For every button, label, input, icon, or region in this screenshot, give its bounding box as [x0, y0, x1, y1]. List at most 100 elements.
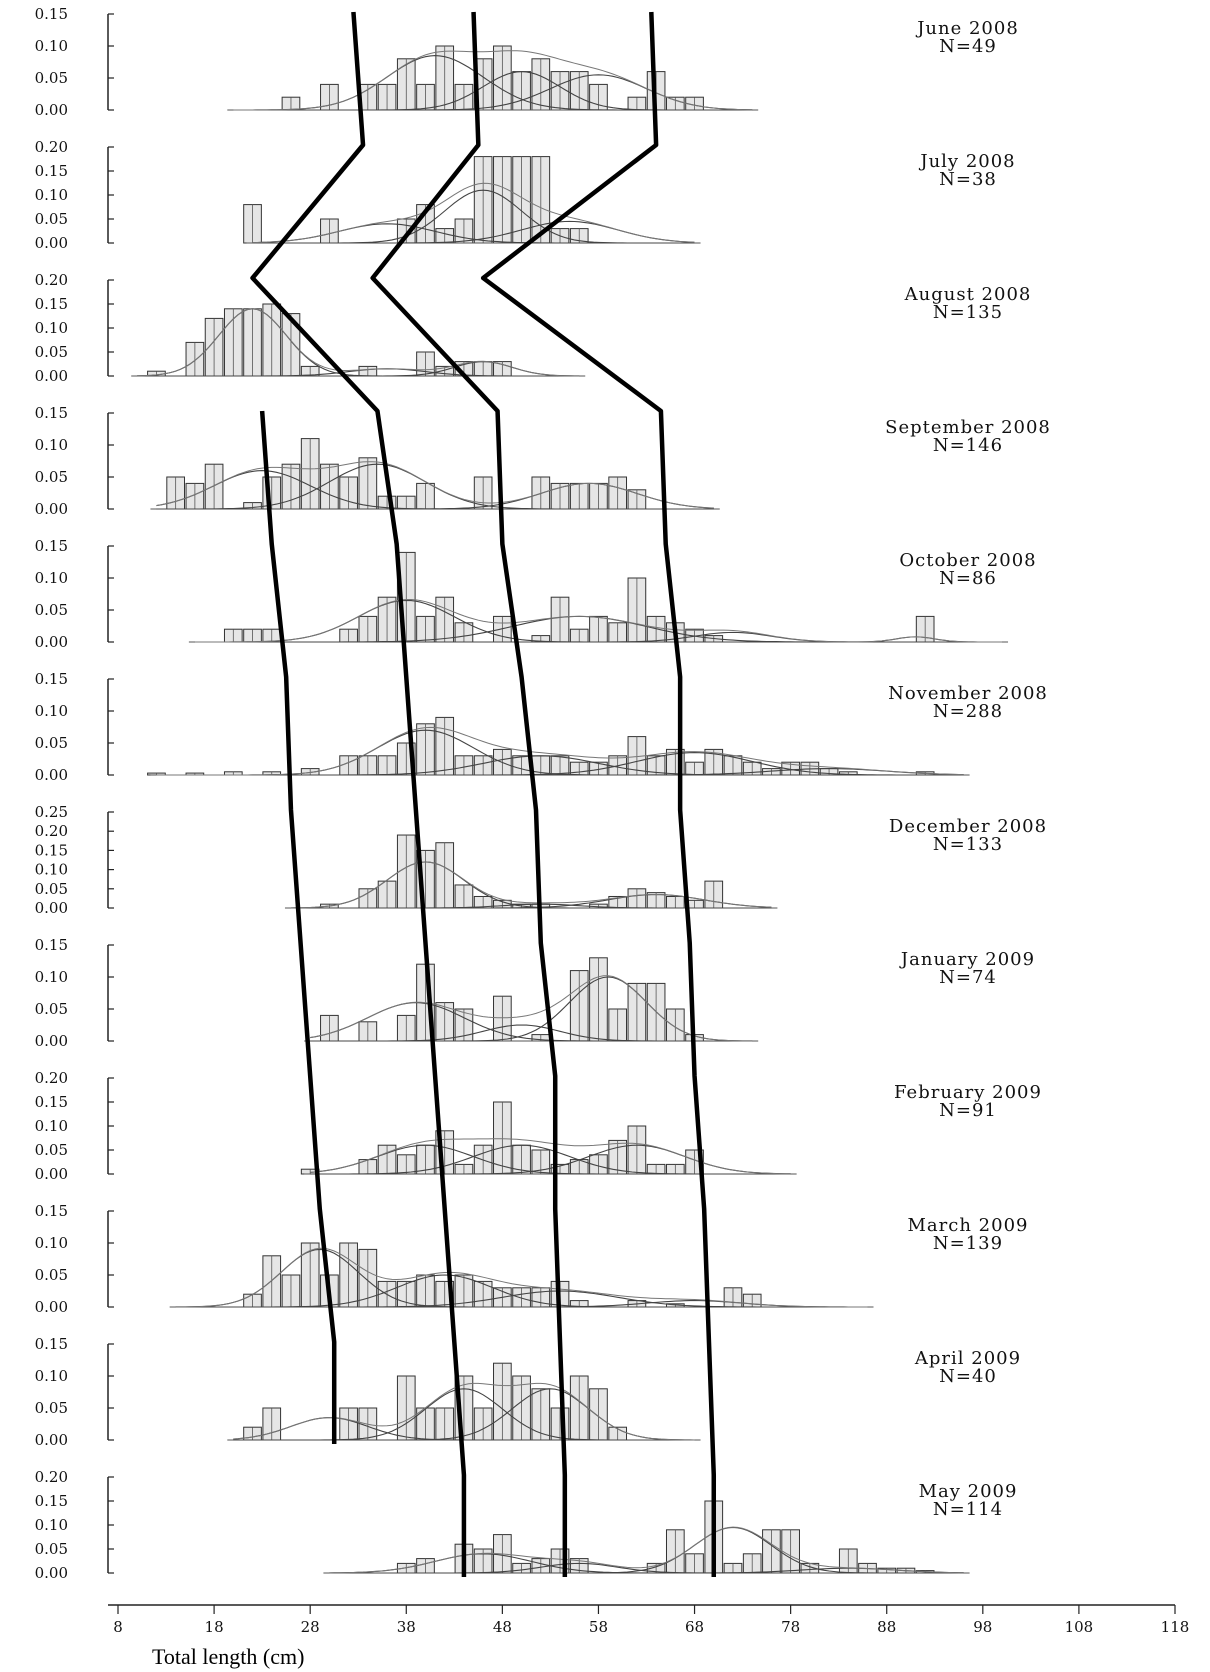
y-tick-label: 0.10	[35, 861, 68, 879]
y-tick-label: 0.00	[35, 1032, 68, 1050]
panel-n-label: N=133	[933, 834, 1003, 855]
mixture-curve	[310, 1138, 791, 1175]
y-tick-label: 0.15	[35, 1202, 68, 1220]
x-tick-label: 78	[781, 1618, 800, 1636]
panel-n-label: N=86	[939, 568, 997, 589]
x-axis: 8 18 28 38 48 58 68 78 88 98 108 118	[108, 1604, 1190, 1636]
panel-title: October 2008	[899, 550, 1036, 571]
panel-n-label: N=114	[933, 1499, 1003, 1520]
y-tick-label: 0.05	[35, 1266, 68, 1284]
x-tick-label: 18	[205, 1618, 224, 1636]
mixture-curve	[137, 308, 580, 377]
cohort-track	[480, 11, 717, 1577]
mixture-curve	[290, 861, 772, 909]
panel-n-label: N=40	[939, 1366, 997, 1387]
y-tick-label: 0.00	[35, 500, 68, 518]
y-tick-label: 0.10	[35, 1117, 68, 1135]
y-tick-label: 0.00	[35, 234, 68, 252]
y-tick-label: 0.05	[35, 1141, 68, 1159]
x-tick-label: 118	[1161, 1618, 1190, 1636]
cohort-track	[250, 11, 467, 1577]
x-tick-label: 98	[973, 1618, 992, 1636]
x-tick-label: 48	[493, 1618, 512, 1636]
y-tick-label: 0.10	[35, 436, 68, 454]
mixture-curve	[310, 975, 753, 1042]
y-tick-label: 0.05	[35, 734, 68, 752]
cohort-curve	[310, 1144, 791, 1175]
y-tick-label: 0.05	[35, 468, 68, 486]
panel-title: January 2009	[899, 949, 1035, 970]
cohort-track	[370, 11, 568, 1577]
y-tick-label: 0.15	[35, 162, 68, 180]
panel-n-label: N=146	[933, 435, 1003, 456]
panel-n-label: N=139	[933, 1233, 1003, 1254]
y-tick-label: 0.10	[35, 569, 68, 587]
panel-n-label: N=38	[939, 169, 997, 190]
y-tick-label: 0.15	[35, 295, 68, 313]
y-tick-label: 0.00	[35, 633, 68, 651]
y-tick-label: 0.05	[35, 343, 68, 361]
y-tick-label: 0.15	[35, 936, 68, 954]
y-tick-label: 0.00	[35, 1298, 68, 1316]
y-tick-label: 0.15	[35, 1335, 68, 1353]
y-tick-label: 0.00	[35, 899, 68, 917]
x-tick-label: 58	[589, 1618, 608, 1636]
y-tick-label: 0.15	[35, 537, 68, 555]
mixture-curve	[329, 1526, 964, 1574]
y-tick-label: 0.10	[35, 37, 68, 55]
x-tick-label: 108	[1065, 1618, 1094, 1636]
y-tick-label: 0.15	[35, 670, 68, 688]
panel-title: May 2009	[919, 1481, 1018, 1502]
panel-n-label: N=49	[939, 36, 997, 57]
y-tick-label: 0.20	[35, 138, 68, 156]
panel-title: August 2008	[904, 284, 1032, 305]
y-tick-label: 0.10	[35, 702, 68, 720]
mixture-curve	[233, 50, 753, 111]
panel-n-label: N=74	[939, 967, 997, 988]
x-tick-label: 88	[877, 1618, 896, 1636]
x-axis-label: Total length (cm)	[152, 1644, 304, 1669]
panel-title: April 2009	[914, 1348, 1021, 1369]
x-tick-label: 28	[301, 1618, 320, 1636]
y-tick-label: 0.10	[35, 319, 68, 337]
y-tick-label: 0.05	[35, 1399, 68, 1417]
panel-n-label: N=135	[933, 302, 1003, 323]
panel-title: November 2008	[888, 683, 1048, 704]
panel-title: December 2008	[889, 816, 1047, 837]
panel-title: March 2009	[908, 1215, 1029, 1236]
y-tick-label: 0.05	[35, 1540, 68, 1558]
panel-title: February 2009	[894, 1082, 1042, 1103]
panel-title: September 2008	[885, 417, 1051, 438]
y-tick-label: 0.15	[35, 5, 68, 23]
y-tick-label: 0.05	[35, 880, 68, 898]
y-tick-label: 0.10	[35, 186, 68, 204]
y-tick-label: 0.05	[35, 69, 68, 87]
panel-title: July 2008	[918, 151, 1015, 172]
y-tick-label: 0.20	[35, 1468, 68, 1486]
y-tick-label: 0.20	[35, 271, 68, 289]
cohort-tracks-layer	[250, 11, 717, 1577]
y-tick-label: 0.15	[35, 1093, 68, 1111]
mixture-curve	[156, 461, 714, 509]
y-tick-label: 0.15	[35, 841, 68, 859]
mixture-curve	[175, 1247, 868, 1308]
y-tick-label: 0.00	[35, 1165, 68, 1183]
y-tick-label: 0.05	[35, 601, 68, 619]
x-tick-label: 38	[397, 1618, 416, 1636]
panel-n-label: N=288	[933, 701, 1003, 722]
y-tick-label: 0.25	[35, 803, 68, 821]
cohort-track	[259, 410, 337, 1444]
y-tick-label: 0.05	[35, 1000, 68, 1018]
y-tick-label: 0.10	[35, 1367, 68, 1385]
mixture-curve	[252, 182, 695, 244]
y-tick-label: 0.20	[35, 1069, 68, 1087]
